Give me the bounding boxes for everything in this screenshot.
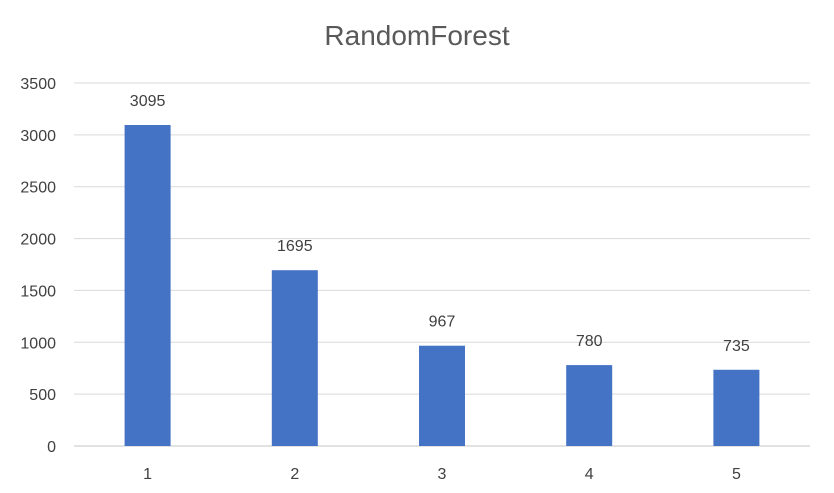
x-tick-label: 3	[438, 466, 447, 483]
x-tick-label: 1	[143, 466, 152, 483]
data-label: 735	[723, 338, 750, 355]
data-label: 967	[429, 314, 456, 331]
data-label: 3095	[130, 93, 166, 110]
data-label: 780	[576, 333, 603, 350]
chart-title: RandomForest	[324, 20, 509, 51]
bar	[566, 365, 613, 446]
gridlines	[74, 82, 810, 447]
y-tick-label: 2000	[20, 232, 56, 249]
y-axis-ticks: 0 500 1000 1500 2000 2500 3000 3500	[20, 76, 56, 456]
y-tick-label: 500	[29, 387, 56, 404]
y-tick-label: 3500	[20, 76, 56, 93]
x-tick-label: 5	[732, 466, 741, 483]
bar	[271, 270, 318, 446]
y-tick-label: 2500	[20, 180, 56, 197]
y-tick-label: 0	[47, 439, 56, 456]
bar	[419, 345, 465, 446]
x-axis-ticks: 1 2 3 4 5	[143, 466, 741, 483]
bar	[713, 369, 760, 446]
y-tick-label: 1500	[20, 283, 56, 300]
y-tick-label: 1000	[20, 335, 56, 352]
data-labels: 3095 1695 967 780 735	[130, 93, 750, 355]
data-label: 1695	[277, 238, 313, 255]
x-tick-label: 2	[290, 466, 299, 483]
bars	[124, 125, 760, 447]
x-tick-label: 4	[585, 466, 594, 483]
bar	[124, 125, 171, 447]
y-tick-label: 3000	[20, 128, 56, 145]
